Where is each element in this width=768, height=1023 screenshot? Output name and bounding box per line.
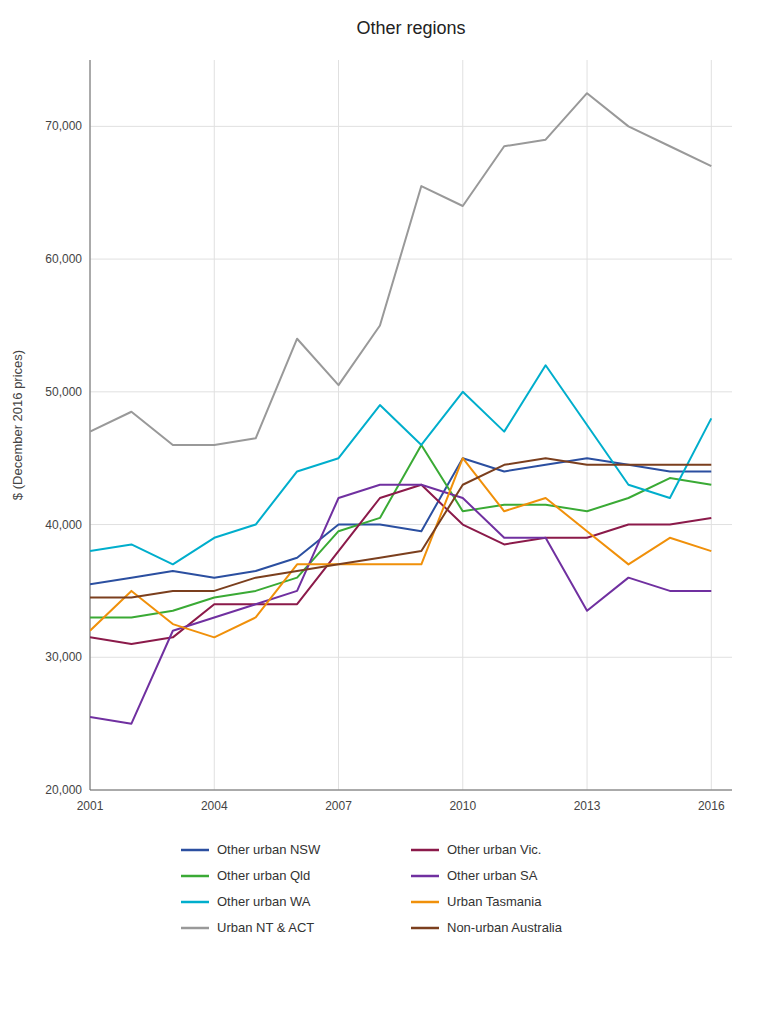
legend-label: Other urban WA xyxy=(217,894,311,909)
y-tick-label: 20,000 xyxy=(45,783,82,797)
series-line xyxy=(90,458,711,597)
y-axis-line xyxy=(90,60,91,790)
y-grid-line xyxy=(90,790,732,791)
x-grid-line xyxy=(338,60,339,790)
chart: Other regions $ (December 2016 prices) 20,… xyxy=(0,0,768,1023)
x-axis-line xyxy=(90,790,732,791)
legend-swatch xyxy=(181,849,209,852)
y-grid-line xyxy=(90,259,732,260)
x-grid-line xyxy=(90,60,91,790)
y-grid-line xyxy=(90,657,732,658)
y-tick-label: 50,000 xyxy=(45,385,82,399)
series-line xyxy=(90,485,711,724)
grid xyxy=(90,60,732,790)
x-grid-line xyxy=(462,60,463,790)
series-line xyxy=(90,93,711,445)
x-tick-label: 2007 xyxy=(325,799,352,813)
legend-swatch xyxy=(181,875,209,878)
y-grid-line xyxy=(90,126,732,127)
lines xyxy=(90,93,711,723)
y-grid-line xyxy=(90,391,732,392)
legend-swatch xyxy=(181,927,209,930)
legend: Other urban NSW Other urban Qld Other urba… xyxy=(181,842,563,935)
x-grid-line xyxy=(711,60,712,790)
legend-label: Urban NT & ACT xyxy=(217,920,314,935)
y-tick-label: 30,000 xyxy=(45,650,82,664)
series-line xyxy=(90,458,711,637)
legend-swatch xyxy=(411,849,439,852)
legend-label: Other urban Vic. xyxy=(447,842,541,857)
x-tick-label: 2004 xyxy=(201,799,228,813)
legend-swatch xyxy=(411,875,439,878)
legend-swatch xyxy=(411,927,439,930)
legend-label: Urban Tasmania xyxy=(447,894,542,909)
x-tick-label: 2001 xyxy=(77,799,104,813)
x-tick-label: 2016 xyxy=(698,799,725,813)
x-tick-label: 2013 xyxy=(574,799,601,813)
y-axis-label: $ (December 2016 prices) xyxy=(10,350,25,500)
legend-label: Non-urban Australia xyxy=(447,920,563,935)
title: Other regions xyxy=(356,18,465,38)
x-tick-label: 2010 xyxy=(449,799,476,813)
legend-label: Other urban SA xyxy=(447,868,538,883)
x-grid-line xyxy=(214,60,215,790)
y-tick-label: 40,000 xyxy=(45,518,82,532)
legend-swatch xyxy=(411,901,439,904)
legend-label: Other urban Qld xyxy=(217,868,310,883)
legend-label: Other urban NSW xyxy=(217,842,321,857)
y-tick-label: 60,000 xyxy=(45,252,82,266)
legend-swatch xyxy=(181,901,209,904)
y-tick-label: 70,000 xyxy=(45,119,82,133)
